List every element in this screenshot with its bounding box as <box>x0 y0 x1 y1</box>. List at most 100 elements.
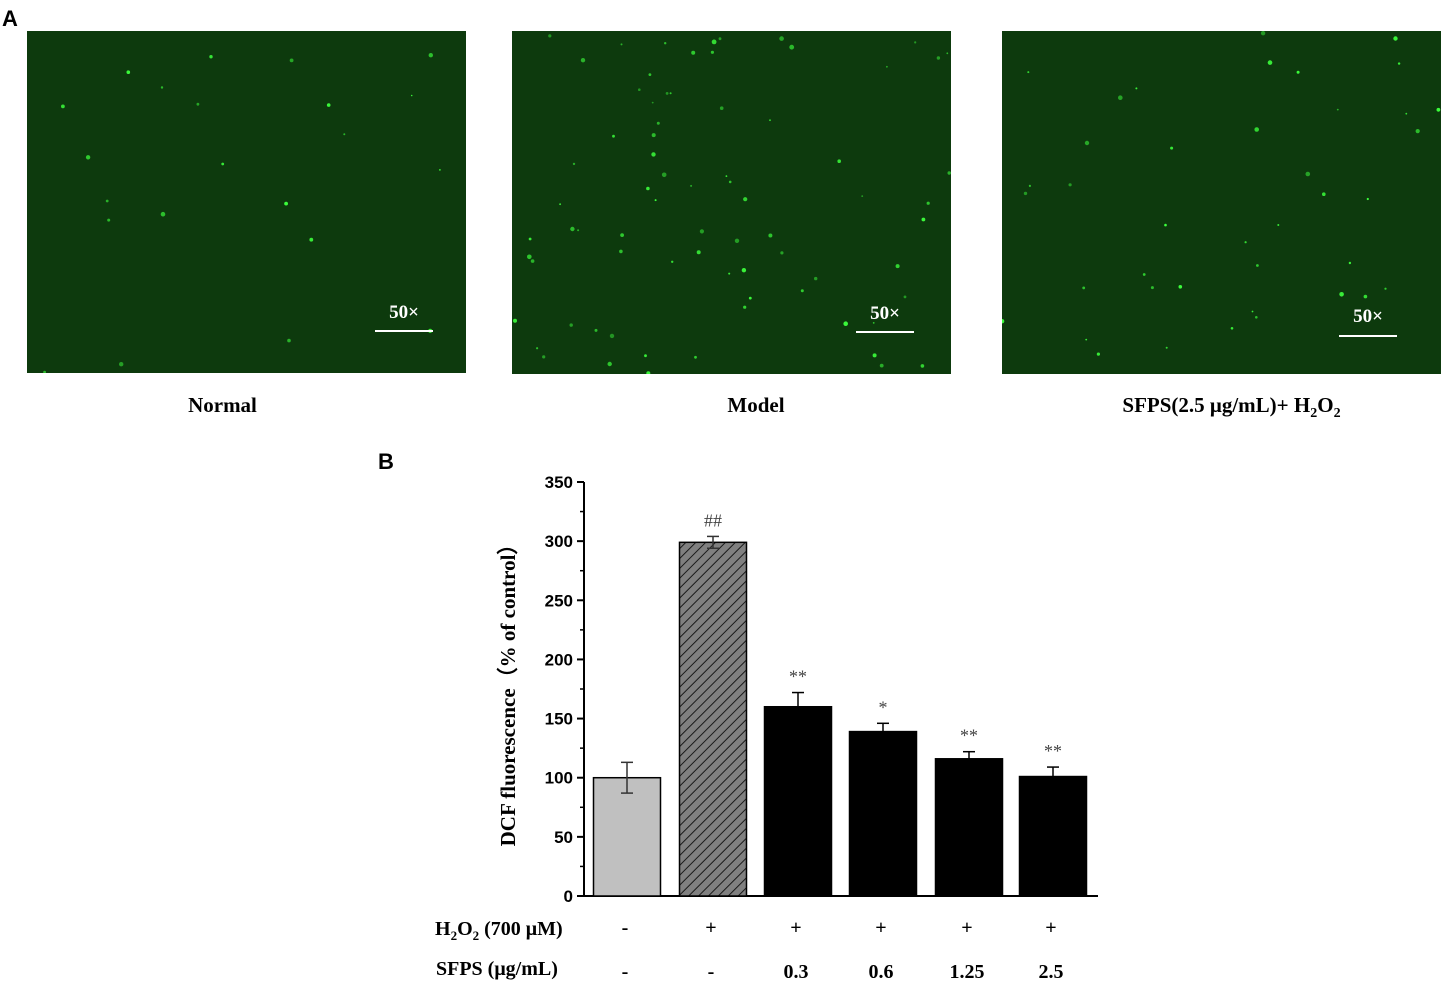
micrograph-normal <box>27 31 466 373</box>
fluorescent-cell <box>656 121 660 125</box>
fluorescent-cell <box>536 347 539 350</box>
fluorescent-cell <box>107 218 111 222</box>
fluorescent-cell <box>743 197 748 202</box>
fluorescent-cell <box>1178 285 1183 289</box>
fluorescent-cell <box>654 199 657 202</box>
fluorescent-cell <box>1118 95 1123 100</box>
fluorescent-cell <box>648 73 652 76</box>
fluorescent-cell <box>1165 346 1168 349</box>
fluorescent-cell <box>326 103 331 107</box>
fluorescent-cell <box>651 133 656 138</box>
fluorescent-cell <box>85 155 91 160</box>
caption-sub: 2 <box>1333 406 1341 422</box>
micrograph-model <box>512 31 951 374</box>
condition-value: - <box>622 961 629 983</box>
fluorescent-cell <box>577 229 580 232</box>
fluorescent-cell <box>612 134 615 138</box>
fluorescent-cell <box>530 259 535 263</box>
significance-label: ** <box>960 726 978 746</box>
fluorescent-cell <box>699 229 704 234</box>
fluorescent-cell <box>620 43 623 46</box>
fluorescent-cell <box>638 88 641 91</box>
fluorescent-cell <box>769 119 771 122</box>
fluorescent-cells <box>512 31 951 374</box>
row-label-tail: (700 μM) <box>479 918 563 940</box>
y-tick-label: 250 <box>545 591 573 610</box>
fluorescent-cell <box>903 295 907 299</box>
fluorescent-cell <box>879 363 884 368</box>
fluorescent-cell <box>1244 241 1247 244</box>
fluorescent-cell <box>1142 273 1146 276</box>
fluorescent-cell <box>1135 87 1138 90</box>
fluorescent-cell <box>559 203 561 206</box>
fluorescent-cell <box>711 39 717 45</box>
bar <box>848 730 918 897</box>
fluorescent-cell <box>196 102 200 106</box>
fluorescent-cell <box>1339 292 1344 297</box>
fluorescent-cell <box>1256 264 1259 267</box>
fluorescent-cell <box>671 260 674 263</box>
caption-sfps-text: SFPS(2.5 μg/mL)+ H <box>1122 393 1311 417</box>
fluorescent-cell <box>119 362 124 367</box>
bar <box>592 776 662 897</box>
fluorescent-cell <box>710 50 714 54</box>
significance-label: * <box>879 697 888 717</box>
fluorescent-cell <box>886 65 888 68</box>
fluorescent-cell <box>748 296 752 300</box>
fluorescent-cell <box>914 41 917 44</box>
row-label-sub: 2 <box>450 928 458 943</box>
fluorescent-cell <box>1164 223 1167 227</box>
fluorescent-cell <box>572 162 576 166</box>
condition-value: + <box>1045 917 1056 939</box>
fluorescent-cell <box>126 70 131 74</box>
significance-label: ** <box>789 667 807 687</box>
fluorescent-cell <box>287 338 291 343</box>
fluorescent-cell <box>570 226 575 232</box>
fluorescent-cell <box>1027 71 1030 74</box>
fluorescent-cell <box>607 361 612 367</box>
panel-a-label: A <box>2 6 18 31</box>
condition-value: 0.6 <box>869 961 894 983</box>
micrograph-background <box>27 31 466 373</box>
fluorescent-cell <box>548 34 552 38</box>
caption-sfps: SFPS(2.5 μg/mL)+ H2O2 <box>1002 393 1442 422</box>
fluorescent-cell <box>1405 112 1408 115</box>
fluorescent-cell <box>209 55 213 59</box>
fluorescent-cell <box>895 264 900 269</box>
fluorescent-cell <box>1254 127 1259 132</box>
y-tick-label: 100 <box>545 769 573 788</box>
fluorescent-cell <box>1436 107 1441 112</box>
fluorescent-cell <box>1096 352 1100 356</box>
significance-label: ** <box>1044 741 1062 761</box>
y-axis-label: DCF fluorescence（% of control） <box>496 534 520 847</box>
fluorescent-cell <box>843 321 848 327</box>
scale-bar-model: 50× <box>856 303 914 333</box>
fluorescent-cell <box>664 42 667 45</box>
fluorescent-cell <box>690 184 693 187</box>
fluorescent-cell <box>410 94 413 97</box>
fluorescent-cell <box>43 370 46 373</box>
bar <box>934 758 1004 897</box>
fluorescent-cell <box>669 92 672 95</box>
fluorescent-cell <box>646 186 650 191</box>
caption-sub: 2 <box>1310 406 1318 422</box>
fluorescent-cell <box>1336 108 1339 111</box>
fluorescent-cell <box>1023 191 1028 196</box>
row-label-sub: 2 <box>472 928 480 943</box>
fluorescent-cell <box>768 233 773 238</box>
fluorescent-cell <box>1251 310 1254 313</box>
fluorescent-cell <box>428 53 433 58</box>
fluorescent-cell <box>580 58 586 63</box>
row-label-sfps: SFPS (μg/mL) <box>436 958 558 980</box>
fluorescent-cell <box>651 101 654 104</box>
fluorescent-cell <box>719 106 724 110</box>
fluorescent-cell <box>1305 171 1311 177</box>
fluorescent-cell <box>1002 319 1005 324</box>
fluorescent-cell <box>1397 62 1401 65</box>
bar <box>1018 775 1088 897</box>
caption-normal: Normal <box>188 393 257 417</box>
y-tick-label: 50 <box>554 828 573 847</box>
fluorescent-cell <box>696 250 701 255</box>
fluorescent-cell <box>609 333 615 339</box>
